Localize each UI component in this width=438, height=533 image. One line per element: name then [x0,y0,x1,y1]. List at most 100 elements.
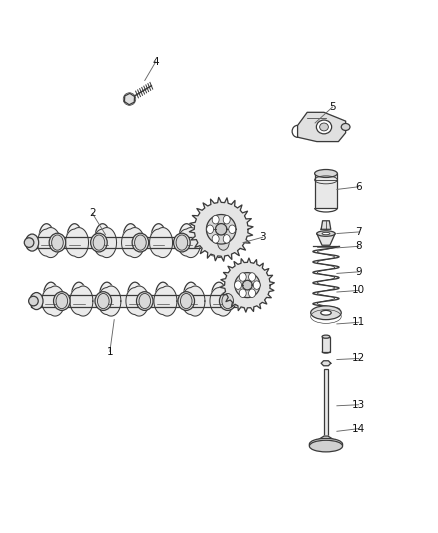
Circle shape [239,289,246,297]
Polygon shape [70,286,93,316]
Ellipse shape [212,282,226,311]
Ellipse shape [320,123,328,131]
Ellipse shape [91,233,107,252]
Ellipse shape [71,282,87,311]
Ellipse shape [173,233,190,252]
Ellipse shape [219,292,236,310]
Ellipse shape [52,235,63,250]
Text: 6: 6 [355,182,362,192]
Bar [27,237,241,248]
Polygon shape [126,286,149,316]
Polygon shape [94,228,117,257]
Polygon shape [189,197,253,261]
Ellipse shape [215,233,232,252]
Ellipse shape [321,310,331,315]
Text: 5: 5 [329,102,336,112]
Ellipse shape [151,224,166,253]
Ellipse shape [314,169,337,177]
Ellipse shape [317,231,335,236]
Text: 9: 9 [355,267,362,277]
Text: 13: 13 [352,400,365,410]
Circle shape [212,215,219,224]
Polygon shape [182,286,205,316]
Ellipse shape [95,292,112,310]
Polygon shape [297,112,346,142]
Ellipse shape [179,224,194,253]
Text: 3: 3 [259,232,266,243]
Ellipse shape [67,224,82,253]
Ellipse shape [25,234,39,251]
Ellipse shape [155,282,171,311]
Circle shape [249,273,255,281]
Ellipse shape [53,292,70,310]
Text: 8: 8 [355,241,362,251]
Circle shape [207,225,214,233]
Circle shape [239,273,246,281]
Ellipse shape [316,120,332,134]
Bar [324,368,328,437]
Polygon shape [149,228,173,257]
Ellipse shape [123,224,138,253]
Ellipse shape [178,292,194,310]
Polygon shape [309,436,343,445]
Ellipse shape [322,232,330,235]
Ellipse shape [309,440,343,452]
Ellipse shape [30,293,43,310]
Ellipse shape [207,224,222,253]
Polygon shape [235,272,260,297]
Polygon shape [321,361,331,366]
Ellipse shape [311,306,341,320]
Ellipse shape [98,294,109,309]
Ellipse shape [176,235,188,250]
Ellipse shape [99,282,115,311]
Text: 1: 1 [106,346,113,357]
Ellipse shape [93,235,105,250]
Ellipse shape [341,124,350,131]
Ellipse shape [137,292,153,310]
Polygon shape [124,93,134,104]
Ellipse shape [24,238,34,247]
Polygon shape [210,286,233,316]
Ellipse shape [132,233,149,252]
Circle shape [223,235,230,243]
Ellipse shape [322,335,330,338]
Ellipse shape [95,224,110,253]
Ellipse shape [309,438,343,450]
Polygon shape [317,233,335,245]
Ellipse shape [43,282,59,311]
Text: 14: 14 [352,424,365,434]
Ellipse shape [49,233,66,252]
Bar [314,173,337,208]
Circle shape [223,215,230,224]
Polygon shape [154,286,177,316]
Ellipse shape [139,294,151,309]
Circle shape [212,235,219,243]
Circle shape [229,225,236,233]
Polygon shape [66,228,88,257]
Ellipse shape [184,282,198,311]
Ellipse shape [56,294,67,309]
Ellipse shape [127,282,143,311]
Ellipse shape [39,224,54,253]
Polygon shape [98,286,121,316]
Bar [31,295,245,307]
Bar [322,337,330,352]
Polygon shape [38,228,60,257]
Polygon shape [215,224,227,235]
Polygon shape [206,214,236,244]
Text: 12: 12 [352,353,365,364]
Circle shape [234,281,241,289]
Circle shape [253,281,260,289]
Text: 7: 7 [355,227,362,237]
Ellipse shape [180,294,192,309]
Polygon shape [243,280,252,290]
Text: 4: 4 [152,57,159,67]
Ellipse shape [28,296,38,306]
Text: 10: 10 [352,286,365,295]
Polygon shape [205,228,229,257]
Text: 11: 11 [352,317,365,327]
Polygon shape [177,228,201,257]
Circle shape [249,289,255,297]
Polygon shape [220,258,274,312]
Polygon shape [42,286,65,316]
